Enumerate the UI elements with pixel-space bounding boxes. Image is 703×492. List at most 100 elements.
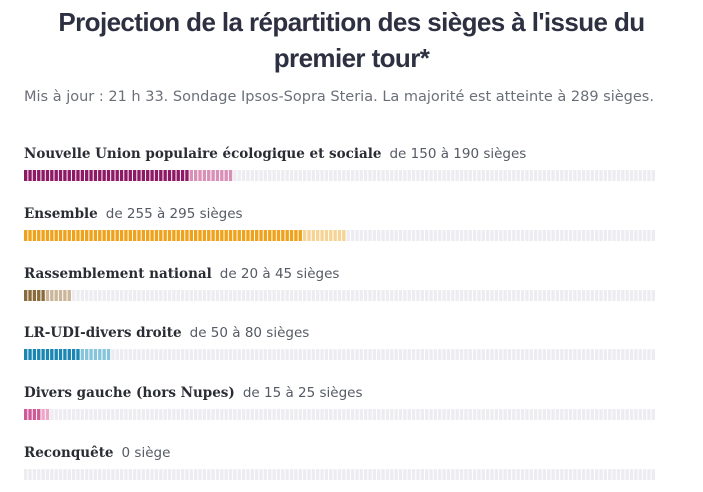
seat-segment-empty — [551, 349, 555, 360]
seat-segment-empty — [411, 170, 416, 181]
seat-segment-empty — [359, 349, 363, 360]
seat-segment-empty — [237, 170, 241, 181]
seat-segment-empty — [368, 170, 372, 181]
seat-segment-empty — [560, 170, 564, 181]
seat-segment-empty — [359, 469, 363, 480]
seat-segment-empty — [642, 349, 647, 360]
seat-segment-empty — [494, 230, 499, 241]
seat-segment-empty — [612, 290, 616, 301]
seat-segment-possible — [93, 349, 98, 360]
seat-segment-empty — [398, 409, 403, 420]
seat-segment-certain — [154, 170, 159, 181]
seat-segment-empty — [525, 469, 529, 480]
seat-segment-empty — [302, 290, 307, 301]
seat-segment-empty — [316, 290, 320, 301]
seat-segment-empty — [215, 349, 220, 360]
seat-segment-empty — [612, 230, 616, 241]
seat-segment-empty — [180, 290, 185, 301]
seat-segment-certain — [141, 170, 146, 181]
seat-segment-empty — [316, 349, 320, 360]
seat-segment-empty — [433, 409, 438, 420]
seat-segment-empty — [311, 290, 316, 301]
seat-segment-empty — [560, 469, 564, 480]
seat-segment-empty — [538, 349, 542, 360]
seat-segment-empty — [298, 290, 302, 301]
seat-segment-empty — [442, 230, 446, 241]
seat-segment-empty — [634, 469, 638, 480]
seat-segment-empty — [568, 409, 573, 420]
seat-segment-empty — [215, 409, 220, 420]
seat-segment-empty — [241, 290, 246, 301]
seat-segment-empty — [202, 290, 207, 301]
seat-segment-empty — [603, 409, 608, 420]
seat-segment-certain — [298, 230, 302, 241]
seat-segment-empty — [542, 290, 547, 301]
seat-segment-empty — [503, 230, 507, 241]
seat-segment-empty — [629, 290, 634, 301]
seat-segment-empty — [167, 409, 172, 420]
seat-segment-empty — [486, 170, 490, 181]
seat-segment-empty — [294, 170, 298, 181]
seat-segment-certain — [111, 230, 115, 241]
seat-segment-empty — [429, 170, 433, 181]
seat-segment-certain — [98, 230, 102, 241]
seat-segment-empty — [263, 349, 268, 360]
seat-segment-empty — [363, 349, 368, 360]
seat-segment-empty — [255, 170, 259, 181]
seat-segment-empty — [185, 409, 189, 420]
seat-segment-empty — [154, 409, 159, 420]
seat-segment-empty — [28, 469, 32, 480]
seat-segment-empty — [634, 409, 638, 420]
seat-segment-possible — [342, 230, 346, 241]
seat-segment-empty — [564, 290, 568, 301]
seat-segment-empty — [350, 409, 355, 420]
seat-segment-empty — [564, 349, 568, 360]
seat-segment-certain — [71, 170, 76, 181]
seat-segment-empty — [307, 409, 311, 420]
seat-segment-empty — [529, 170, 533, 181]
seat-segment-empty — [363, 170, 368, 181]
seat-segment-empty — [512, 170, 516, 181]
seat-segment-empty — [486, 290, 490, 301]
seat-segment-empty — [594, 349, 599, 360]
seat-segment-empty — [394, 409, 398, 420]
seat-segment-empty — [403, 469, 407, 480]
seat-segment-empty — [547, 469, 551, 480]
seat-segment-empty — [342, 170, 346, 181]
seat-segment-empty — [529, 349, 533, 360]
seat-segment-certain — [163, 170, 167, 181]
seat-segment-empty — [420, 349, 424, 360]
seat-segment-empty — [381, 230, 385, 241]
seat-segment-empty — [320, 409, 324, 420]
seat-segment-empty — [651, 469, 655, 480]
seat-segment-empty — [407, 230, 411, 241]
seat-segment-certain — [276, 230, 281, 241]
seat-segment-empty — [259, 349, 263, 360]
seat-segment-empty — [189, 349, 193, 360]
seat-segment-certain — [202, 230, 207, 241]
seat-segment-empty — [394, 349, 398, 360]
seat-segment-empty — [215, 469, 220, 480]
seat-segment-empty — [568, 349, 573, 360]
seat-segment-empty — [285, 170, 289, 181]
party-header: LR-UDI-divers droite de 50 à 80 sièges — [24, 323, 664, 343]
seat-segment-empty — [372, 230, 377, 241]
seat-segment-empty — [185, 349, 189, 360]
seat-segment-empty — [424, 349, 429, 360]
seat-segment-empty — [634, 170, 638, 181]
seat-segment-empty — [246, 409, 250, 420]
seat-segment-empty — [320, 290, 324, 301]
seat-segment-empty — [137, 409, 141, 420]
seat-segment-empty — [647, 409, 651, 420]
seat-segment-certain — [132, 170, 137, 181]
seat-segment-certain — [24, 170, 28, 181]
seat-segment-empty — [608, 469, 612, 480]
seat-segment-empty — [490, 170, 494, 181]
seat-segment-empty — [411, 469, 416, 480]
party-rn: Rassemblement national de 20 à 45 sièges — [24, 264, 664, 301]
seat-segment-empty — [568, 170, 573, 181]
seat-segment-empty — [58, 409, 63, 420]
seat-segment-empty — [228, 409, 233, 420]
seat-segment-empty — [324, 170, 329, 181]
seat-segment-possible — [41, 409, 45, 420]
